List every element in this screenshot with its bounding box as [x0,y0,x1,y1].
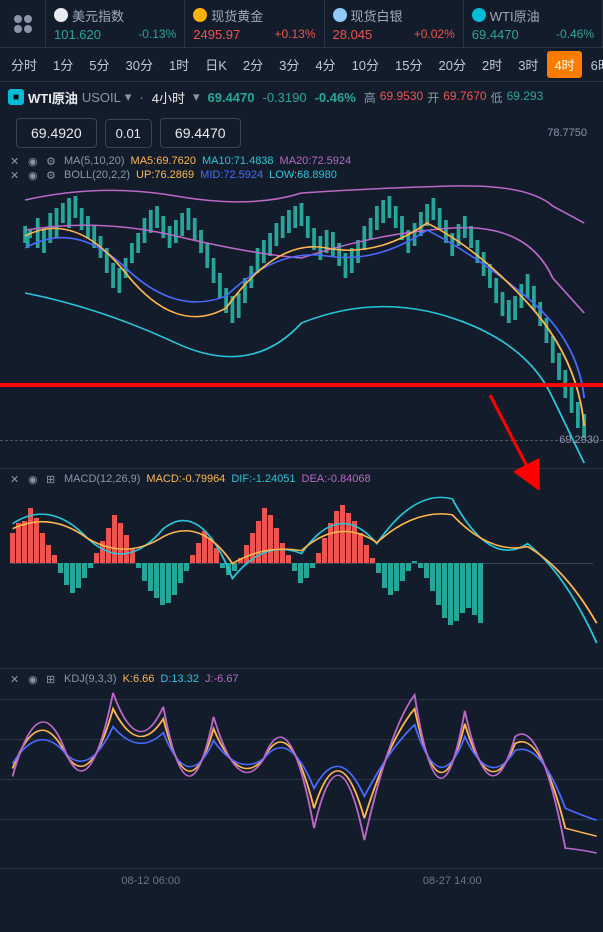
timeframe-button[interactable]: 15分 [388,51,429,78]
close-icon[interactable]: ✕ [10,673,22,685]
ticker-bar: 美元指数 101.620 -0.13% 现货黄金 2495.97 +0.13% 现货白银 28… [0,0,603,48]
ticker-change: +0.13% [274,27,315,41]
high-value: 69.9530 [380,89,423,106]
main-chart[interactable]: 69.2930 [0,148,603,468]
kdj-label: KDJ(9,3,3) [64,673,117,685]
macd-macd-value: -0.79964 [182,473,225,485]
eye-icon[interactable]: ◉ [28,673,40,685]
symbol-code: USOIL [82,90,121,105]
timeframe-bar: 分时1分5分30分1时日K2分3分4分10分15分20分2时3时4时6时8时 [0,48,603,82]
ticker-icon [54,8,68,22]
ohlc-row: 高 69.9530 开 69.7670 低 69.293 [364,89,544,106]
symbol-bar: ■ WTI原油 USOIL ▾ · 4小时 ▾ 69.4470 -0.3190 … [0,82,603,112]
ticker-item[interactable]: 美元指数 101.620 -0.13% [46,0,185,47]
timeframe-button[interactable]: 4分 [308,51,342,78]
kdj-lines-svg [0,669,603,868]
macd-dea-label: DEA: [302,473,328,485]
ticker-item[interactable]: 现货黄金 2495.97 +0.13% [185,0,324,47]
bid-price-box[interactable]: 69.4920 [16,118,97,148]
macd-lines-svg [0,469,603,668]
timeframe-button[interactable]: 30分 [118,51,159,78]
ticker-icon [193,8,207,22]
chevron-down-icon: ▾ [193,89,200,105]
expand-icon[interactable]: ⊞ [46,673,58,685]
eye-icon[interactable]: ◉ [28,473,40,485]
chevron-down-icon: ▾ [125,89,132,105]
macd-macd-label: MACD: [146,473,181,485]
kdj-k-label: K: [123,673,133,685]
down-arrow-annotation[interactable] [485,390,545,490]
time-axis: 08-12 06:00 08-27 14:00 [0,868,603,893]
timeframe-button[interactable]: 10分 [345,51,386,78]
timeframe-button[interactable]: 6时 [584,51,603,78]
symbol-price: 69.4470 [207,90,254,105]
macd-dif-label: DIF: [231,473,252,485]
timeframe-button[interactable]: 1时 [162,51,196,78]
app-logo[interactable] [0,0,46,47]
symbol-interval[interactable]: 4小时 [152,88,185,107]
ticker-price: 28.045 [333,27,373,42]
symbol-badge-icon: ■ [8,89,24,105]
symbol-name-text: WTI原油 [28,88,78,107]
kdj-j-label: J: [205,673,214,685]
low-value: 69.293 [507,89,544,106]
timeframe-button[interactable]: 5分 [82,51,116,78]
ticker-icon [472,8,486,22]
time-axis-label: 08-12 06:00 [121,875,180,887]
open-value: 69.7670 [443,89,486,106]
timeframe-button[interactable]: 分时 [4,51,44,78]
expand-icon[interactable]: ⊞ [46,473,58,485]
timeframe-button[interactable]: 日K [198,51,234,78]
ticker-item[interactable]: 现货白银 28.045 +0.02% [325,0,464,47]
kdj-d-value: 13.32 [171,673,199,685]
macd-chart[interactable]: ✕ ◉ ⊞ MACD(12,26,9) MACD:-0.79964 DIF:-1… [0,468,603,668]
macd-dif-value: -1.24051 [252,473,295,485]
kdj-j-value: -6.67 [214,673,239,685]
chart-top-price: 78.7750 [547,127,587,139]
timeframe-button[interactable]: 4时 [547,51,581,78]
timeframe-button[interactable]: 3时 [511,51,545,78]
symbol-pct-change: -0.46% [315,90,356,105]
timeframe-button[interactable]: 3分 [272,51,306,78]
timeframe-button[interactable]: 2时 [475,51,509,78]
high-label: 高 [364,89,376,106]
open-label: 开 [427,89,439,106]
ask-price-box[interactable]: 69.4470 [160,118,241,148]
ticker-change: -0.13% [138,27,176,41]
ticker-title: WTI原油 [472,6,594,25]
macd-dea-value: -0.84068 [327,473,370,485]
low-label: 低 [491,89,503,106]
kdj-d-label: D: [160,673,171,685]
kdj-chart[interactable]: ✕ ◉ ⊞ KDJ(9,3,3) K:6.66 D:13.32 J:-6.67 [0,668,603,868]
step-box[interactable]: 0.01 [105,119,152,148]
ticker-item[interactable]: WTI原油 69.4470 -0.46% [464,0,603,47]
ticker-price: 101.620 [54,27,101,42]
macd-label: MACD(12,26,9) [64,473,140,485]
kdj-k-value: 6.66 [133,673,154,685]
ticker-title: 美元指数 [54,6,176,25]
current-price-label: 69.2930 [559,434,599,446]
ticker-title: 现货白银 [333,6,455,25]
time-axis-label: 08-27 14:00 [423,875,482,887]
symbol-name[interactable]: ■ WTI原油 USOIL ▾ [8,88,131,107]
kdj-header: ✕ ◉ ⊞ KDJ(9,3,3) K:6.66 D:13.32 J:-6.67 [0,669,249,689]
ticker-change: +0.02% [414,27,455,41]
timeframe-button[interactable]: 20分 [432,51,473,78]
macd-header: ✕ ◉ ⊞ MACD(12,26,9) MACD:-0.79964 DIF:-1… [0,469,381,489]
ticker-price: 69.4470 [472,27,519,42]
symbol-price-change: -0.3190 [262,90,306,105]
close-icon[interactable]: ✕ [10,473,22,485]
ticker-price: 2495.97 [193,27,240,42]
support-line[interactable] [0,383,603,387]
timeframe-button[interactable]: 2分 [236,51,270,78]
ticker-icon [333,8,347,22]
ticker-change: -0.46% [556,27,594,41]
ticker-title: 现货黄金 [193,6,315,25]
timeframe-button[interactable]: 1分 [46,51,80,78]
